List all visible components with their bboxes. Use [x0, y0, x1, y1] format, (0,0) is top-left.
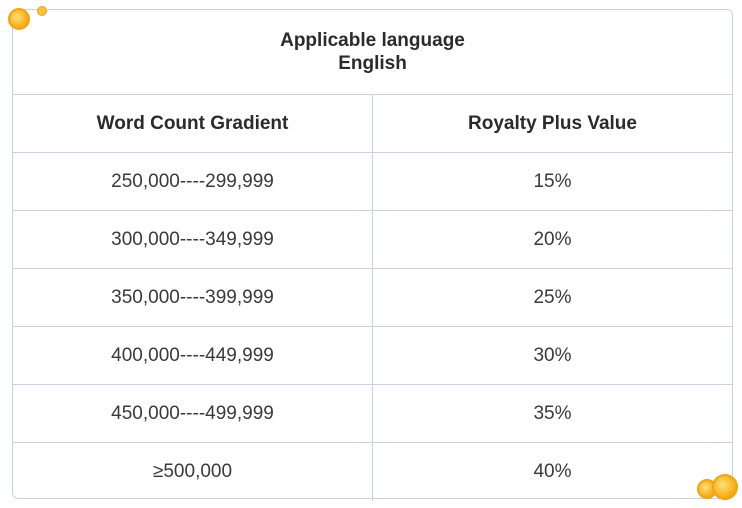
word-count-range: 450,000----499,999 [13, 385, 373, 442]
table-row: 400,000----449,999 30% [13, 327, 732, 385]
royalty-value: 20% [533, 228, 572, 250]
royalty-value: 40% [533, 461, 572, 482]
royalty-value: 30% [533, 344, 572, 366]
language-value: English [338, 53, 407, 74]
column-header-royalty: Royalty Plus Value [468, 112, 637, 134]
table-row: 300,000----349,999 20% [13, 211, 732, 269]
applicable-language-label: Applicable language [280, 30, 465, 51]
coin-icon-bottom-right-front [712, 474, 738, 500]
royalty-table-card: Applicable language English Word Count G… [12, 9, 733, 501]
royalty-value: 25% [533, 286, 572, 308]
table-row: 350,000----399,999 25% [13, 269, 732, 327]
coin-icon-top-left-small [37, 6, 47, 16]
table-row: ≥500,000 40% [13, 443, 732, 501]
column-header-row: Word Count Gradient Royalty Plus Value [13, 95, 732, 153]
table-header: Applicable language English [13, 10, 732, 95]
coin-icon-top-left [8, 8, 30, 30]
word-count-range: ≥500,000 [13, 443, 373, 501]
word-count-range: 300,000----349,999 [13, 211, 373, 268]
column-header-word-count: Word Count Gradient [13, 95, 373, 152]
royalty-value: 15% [533, 170, 572, 192]
word-count-range: 400,000----449,999 [13, 327, 373, 384]
word-count-range: 350,000----399,999 [13, 269, 373, 326]
royalty-value: 35% [533, 402, 572, 424]
table-row: 250,000----299,999 15% [13, 153, 732, 211]
royalty-table: Word Count Gradient Royalty Plus Value 2… [13, 95, 732, 501]
table-row: 450,000----499,999 35% [13, 385, 732, 443]
word-count-range: 250,000----299,999 [13, 153, 373, 210]
